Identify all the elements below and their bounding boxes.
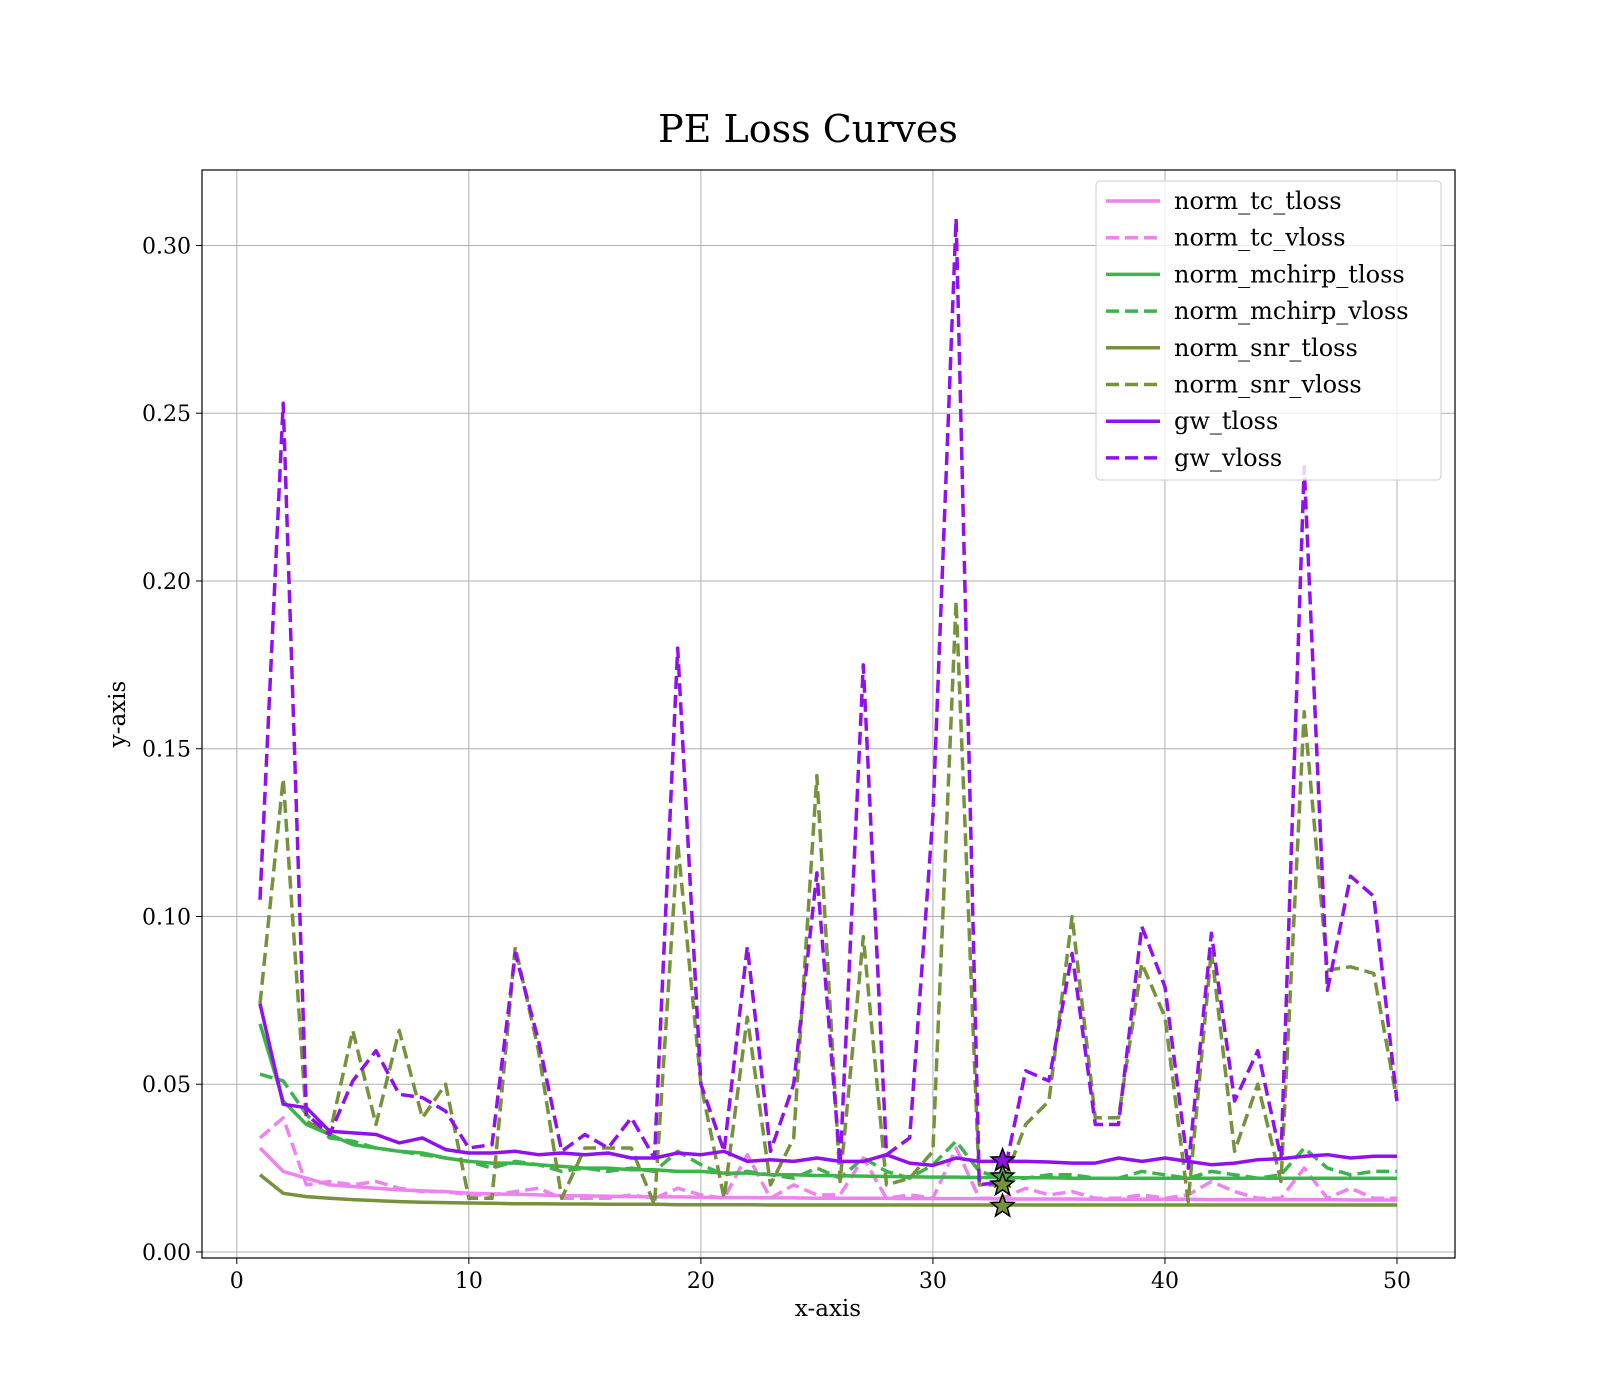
legend-label: norm_tc_vloss <box>1174 224 1346 252</box>
y-tick-label: 0.20 <box>142 570 191 595</box>
legend-label: gw_vloss <box>1174 444 1282 472</box>
x-tick-label: 40 <box>1151 1269 1179 1294</box>
y-tick-label: 0.00 <box>142 1241 191 1266</box>
legend-label: norm_snr_vloss <box>1174 371 1362 399</box>
y-ticks: 0.00 0.05 0.10 0.15 0.20 0.25 0.30 <box>142 234 202 1266</box>
marker-layer <box>989 1146 1016 1218</box>
y-axis-label: y-axis <box>105 681 131 749</box>
plot-frame <box>201 169 1456 1259</box>
series-line-norm_tc_vloss <box>258 1116 1397 1201</box>
y-tick-label: 0.15 <box>142 738 191 763</box>
series-line-norm_mchirp_vloss <box>259 1072 1397 1180</box>
series-layer <box>258 216 1399 1207</box>
x-tick-label: 0 <box>230 1269 244 1294</box>
y-tick-label: 0.10 <box>142 905 191 930</box>
legend-label: norm_snr_tloss <box>1174 334 1358 362</box>
y-tick-label: 0.25 <box>142 402 191 427</box>
legend-label: norm_tc_tloss <box>1174 187 1342 215</box>
y-tick-label: 0.05 <box>142 1073 191 1098</box>
x-tick-label: 30 <box>919 1269 947 1294</box>
x-tick-label: 20 <box>687 1269 715 1294</box>
legend: norm_tc_tloss norm_tc_vloss norm_mchirp_tl… <box>1095 180 1442 481</box>
legend-box <box>1095 180 1442 481</box>
y-tick-label: 0.30 <box>142 234 191 259</box>
x-tick-label: 50 <box>1383 1269 1411 1294</box>
series-line-gw_tloss <box>258 1003 1397 1168</box>
series-line-norm_snr_vloss <box>258 599 1399 1207</box>
best-epoch-star-marker <box>989 1170 1016 1197</box>
legend-label: norm_mchirp_tloss <box>1174 260 1405 288</box>
series-line-gw_vloss <box>258 216 1399 1187</box>
best-epoch-star-marker <box>989 1192 1016 1218</box>
legend-label: norm_mchirp_vloss <box>1174 297 1409 325</box>
x-axis-label: x-axis <box>795 1296 861 1322</box>
legend-label: gw_tloss <box>1174 407 1278 435</box>
series-line-norm_snr_tloss <box>258 1173 1397 1207</box>
x-tick-label: 10 <box>455 1269 483 1294</box>
series-line-norm_tc_tloss <box>258 1146 1397 1202</box>
x-ticks: 0 10 20 30 40 50 <box>230 1258 1411 1294</box>
chart-title: PE Loss Curves <box>658 107 958 151</box>
